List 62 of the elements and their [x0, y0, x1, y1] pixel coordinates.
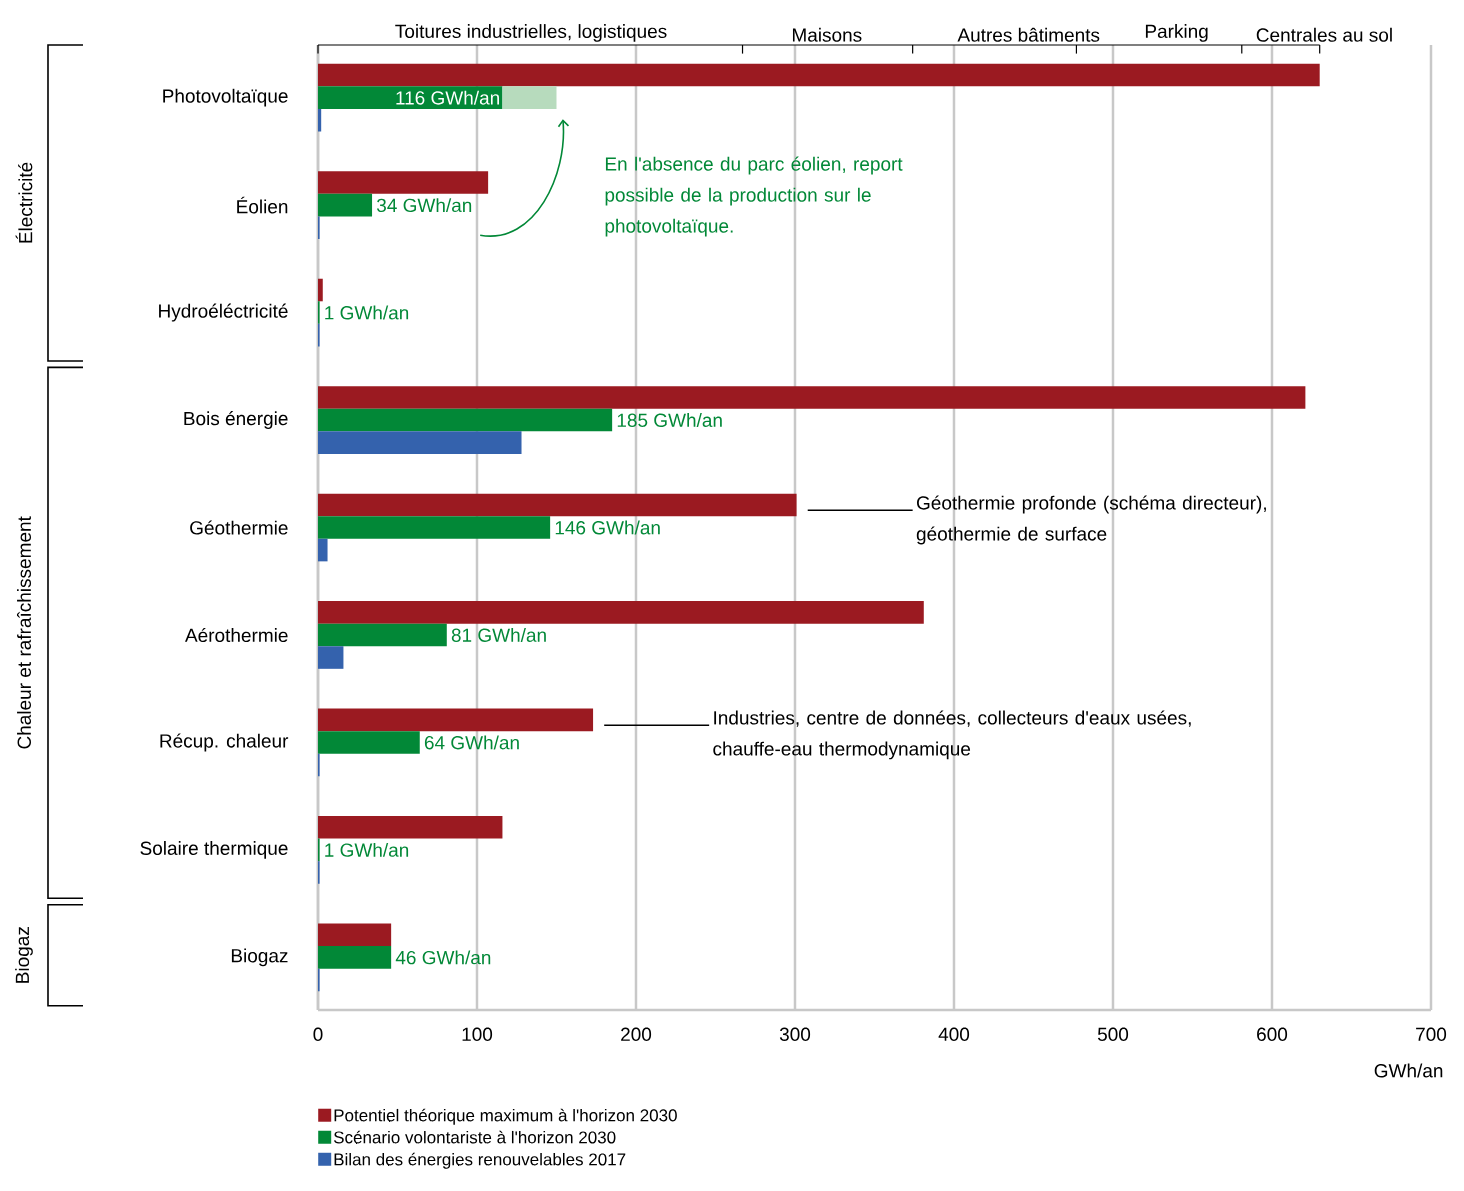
- y-tick-label: Biogaz: [231, 948, 288, 967]
- x-tick-label: 0: [313, 1027, 323, 1041]
- y-tick-label: Hydroéléctricité: [159, 303, 288, 322]
- x-tick-label: 500: [1097, 1027, 1129, 1041]
- data-label: 46 GWh/an: [395, 950, 491, 965]
- data-label: 34 GWh/an: [376, 198, 472, 213]
- data-label: 1 GWh/an: [325, 305, 409, 320]
- x-tick-label: 200: [621, 1027, 652, 1041]
- y-tick-label: Récup. chaleur: [160, 733, 289, 752]
- bar: [318, 493, 797, 517]
- y-tick-label: Aérothermie: [185, 627, 288, 643]
- x-tick-label: 700: [1416, 1027, 1447, 1041]
- bar: [318, 408, 613, 432]
- text: Chaleur et rafraîchissement: [16, 516, 32, 749]
- bar: [318, 386, 1306, 409]
- text: Électricité: [15, 162, 33, 243]
- x-tick-label: 400: [938, 1027, 970, 1041]
- text: Biogaz: [15, 927, 33, 983]
- y-tick-label: Photovoltaïque: [163, 88, 288, 107]
- bar: [318, 731, 420, 754]
- data-label: 146 GWh/an: [555, 520, 660, 535]
- bar: [318, 923, 392, 947]
- y-tick-label: Éolien: [237, 196, 288, 214]
- bar: [318, 646, 344, 669]
- bar: [318, 946, 392, 969]
- legend-label: Potentiel théorique maximum à l'horizon 2030: [334, 1108, 677, 1125]
- bar: [318, 108, 322, 132]
- bar: [318, 278, 323, 302]
- y-tick-label: Géothermie: [190, 520, 288, 535]
- bar: [318, 816, 503, 839]
- data-label: 64 GWh/an: [424, 735, 519, 750]
- annotation: Industries, centre de données, collecteurs d'eaux usées, chauffe-eau thermodynamique: [713, 710, 1191, 760]
- bar: [318, 623, 447, 647]
- x-tick-label: 600: [1257, 1027, 1288, 1041]
- text: Centrales au sol: [1256, 27, 1392, 42]
- text: Parking: [1145, 24, 1208, 42]
- bar: [318, 63, 1320, 87]
- bar: [318, 86, 503, 109]
- y-tick-label: Solaire thermique: [140, 841, 288, 859]
- data-label: 1 GWh/an: [325, 842, 409, 857]
- bar: [318, 431, 522, 454]
- x-tick-label: 300: [779, 1027, 811, 1041]
- legend-label: Bilan des énergies renouvelables 2017: [334, 1152, 626, 1169]
- y-tick-label: Bois énergie: [184, 411, 288, 429]
- x-tick-label: 100: [462, 1027, 493, 1041]
- annotation: Géothermie profonde (schéma directeur), géothermie de surface: [916, 495, 1266, 545]
- x-axis-title: GWh/an: [1374, 1063, 1443, 1078]
- annotation: En l'absence du parc éolien, report possible de la production sur le photovoltaïque.: [605, 156, 903, 237]
- text: Autres bâtiments: [957, 27, 1100, 42]
- bar: [502, 86, 557, 109]
- legend-label: Scénario volontariste à l'horizon 2030: [333, 1130, 616, 1144]
- bar: [318, 601, 924, 624]
- data-label: 81 GWh/an: [451, 627, 546, 642]
- text: Toitures industrielles, logistiques: [395, 24, 667, 42]
- data-label: 185 GWh/an: [617, 413, 722, 428]
- bar: [318, 708, 594, 732]
- text: Maisons: [792, 27, 862, 42]
- bar: [318, 538, 328, 562]
- data-label: 116 GWh/an: [396, 90, 499, 105]
- bar: [318, 171, 489, 194]
- bar: [318, 516, 551, 539]
- bar: [318, 193, 373, 217]
